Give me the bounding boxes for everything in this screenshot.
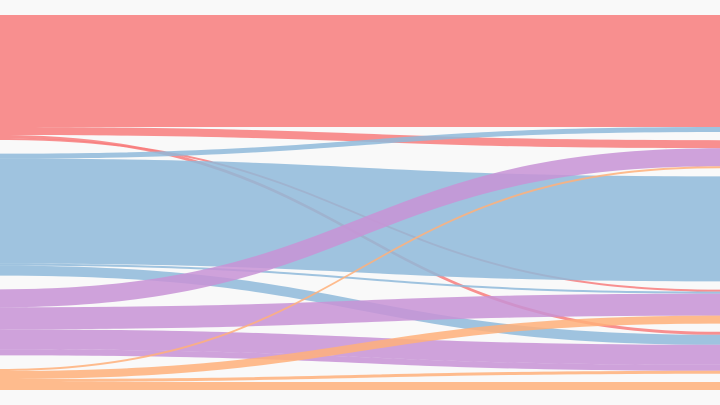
flow-link	[0, 127, 720, 159]
flow-link	[0, 370, 720, 382]
flow-link	[0, 166, 720, 371]
flow-link	[0, 315, 720, 379]
flow-link	[0, 349, 720, 371]
flow-link	[0, 127, 720, 149]
flow-link	[0, 382, 720, 390]
flow-link	[0, 263, 720, 294]
flow-link	[0, 148, 720, 308]
flow-link	[0, 15, 720, 127]
flow-link	[0, 293, 720, 330]
